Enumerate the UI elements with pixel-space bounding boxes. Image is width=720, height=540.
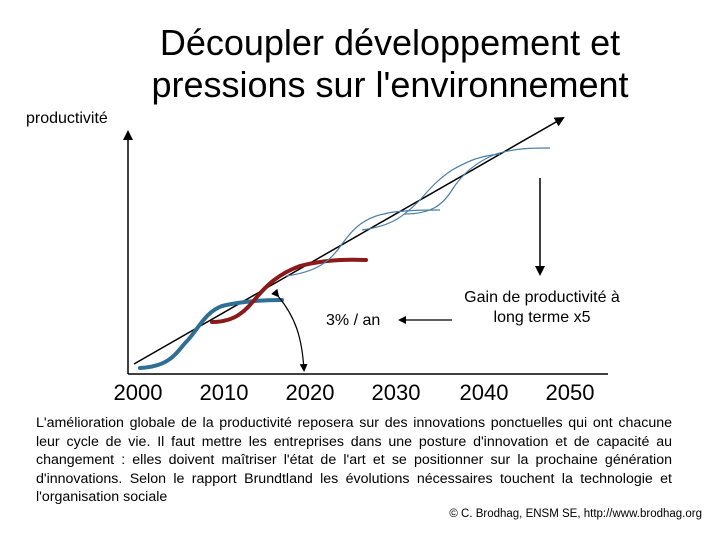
transition-arrow (278, 296, 304, 370)
x-tick-2020: 2020 (270, 380, 350, 406)
body-paragraph: L'amélioration globale de la productivit… (36, 414, 672, 507)
innovation-curve-3 (286, 210, 440, 276)
innovation-curve-1 (140, 300, 282, 368)
x-tick-2050: 2050 (530, 380, 610, 406)
gain-label: Gain de productivité à long terme x5 (458, 288, 626, 328)
rate-label: 3% / an (326, 312, 380, 330)
x-tick-2030: 2030 (356, 380, 436, 406)
x-tick-2000: 2000 (98, 380, 178, 406)
credit-line: © C. Brodhag, ENSM SE, http://www.brodha… (449, 508, 702, 520)
x-tick-2040: 2040 (444, 380, 524, 406)
x-tick-2010: 2010 (184, 380, 264, 406)
